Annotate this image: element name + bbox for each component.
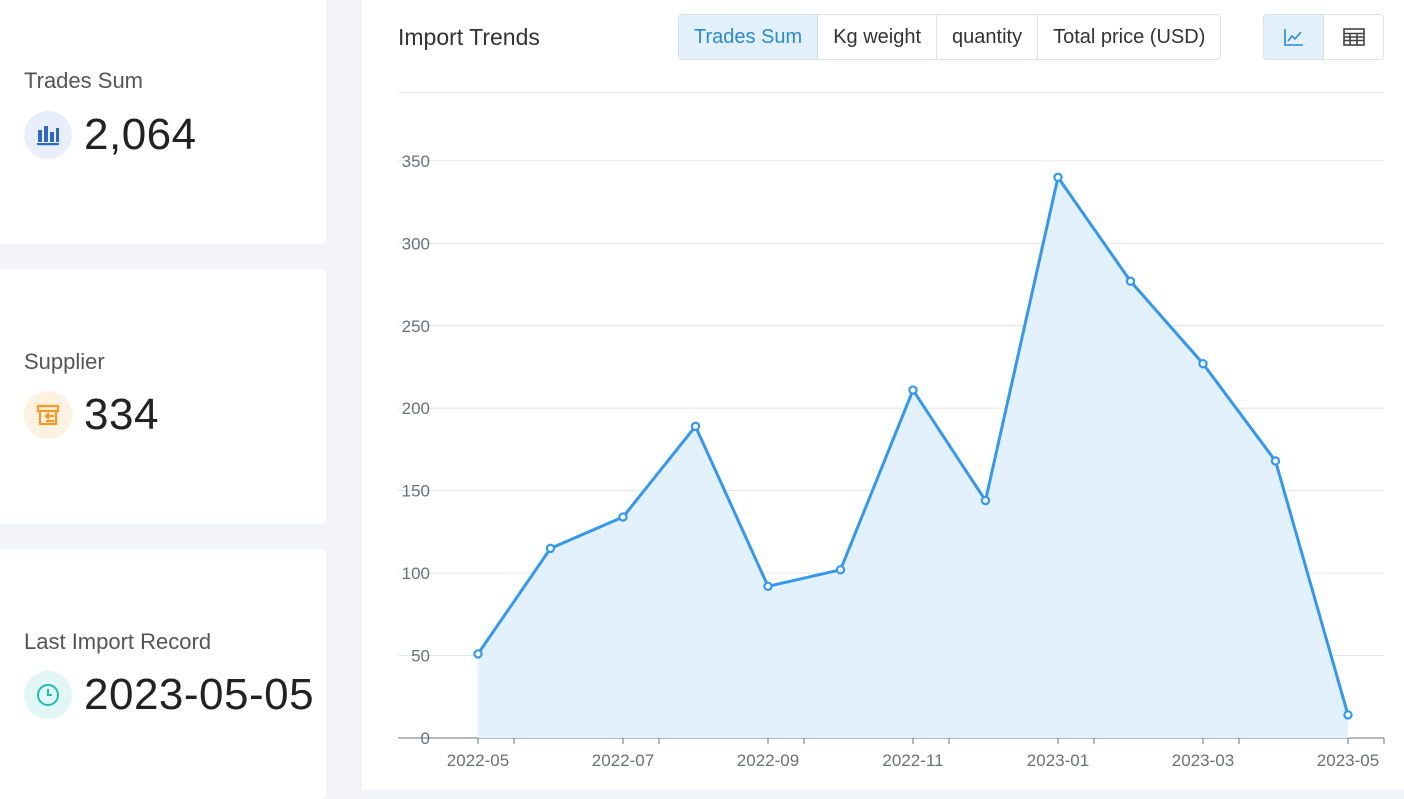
x-tick-label: 2022-09 bbox=[737, 751, 799, 770]
data-point[interactable] bbox=[980, 495, 991, 506]
data-point[interactable] bbox=[1125, 276, 1136, 286]
x-tick-label: 2023-05 bbox=[1317, 751, 1379, 770]
supplier-row: 334 bbox=[24, 390, 159, 440]
x-tick-label: 2022-05 bbox=[447, 751, 509, 770]
x-tick-label: 2022-11 bbox=[882, 751, 943, 770]
tab-trades-sum[interactable]: Trades Sum bbox=[679, 15, 818, 59]
trades-sum-label: Trades Sum bbox=[24, 68, 144, 93]
data-point[interactable] bbox=[690, 421, 701, 432]
chart-title: Import Trends bbox=[398, 24, 540, 50]
supplier-store-icon bbox=[24, 391, 72, 439]
x-tick-label: 2023-01 bbox=[1027, 751, 1089, 770]
y-tick-label: 150 bbox=[402, 482, 430, 501]
last-import-label: Last Import Record bbox=[24, 629, 212, 654]
last-import-card: Last Import Record 2023-05-05 bbox=[0, 549, 326, 799]
data-point[interactable] bbox=[1198, 358, 1208, 369]
data-point[interactable] bbox=[908, 385, 918, 395]
line-chart-view-button[interactable] bbox=[1264, 15, 1323, 59]
table-icon bbox=[1342, 28, 1365, 46]
data-point[interactable] bbox=[835, 565, 846, 575]
data-point[interactable] bbox=[1053, 172, 1063, 183]
data-point[interactable] bbox=[473, 649, 483, 659]
trades-sum-value: 2,064 bbox=[84, 110, 197, 159]
x-tick-label: 2023-03 bbox=[1172, 751, 1234, 770]
supplier-value: 334 bbox=[84, 390, 159, 439]
supplier-label: Supplier bbox=[24, 349, 105, 374]
last-import-value: 2023-05-05 bbox=[84, 670, 315, 719]
y-tick-label: 200 bbox=[402, 399, 430, 418]
y-tick-label: 300 bbox=[402, 234, 430, 253]
area-fill bbox=[478, 177, 1348, 739]
line-chart-icon bbox=[1283, 29, 1303, 46]
last-import-row: 2023-05-05 bbox=[24, 670, 314, 720]
y-tick-label: 50 bbox=[411, 647, 430, 666]
data-point[interactable] bbox=[763, 581, 773, 591]
y-tick-label: 250 bbox=[402, 317, 430, 336]
supplier-card: Supplier 334 bbox=[0, 269, 326, 524]
table-view-button[interactable] bbox=[1323, 15, 1383, 59]
data-point[interactable] bbox=[545, 543, 556, 554]
tab-total-price[interactable]: Total price (USD) bbox=[1037, 15, 1221, 59]
bar-chart-icon bbox=[24, 111, 72, 159]
clock-icon bbox=[24, 671, 72, 719]
tab-kg-weight[interactable]: Kg weight bbox=[817, 15, 937, 59]
import-trends-panel: Import Trends Trades Sum Kg weight quant… bbox=[362, 0, 1404, 790]
header-divider bbox=[398, 92, 1384, 93]
y-tick-label: 100 bbox=[402, 564, 430, 583]
trades-sum-card: Trades Sum 2,064 bbox=[0, 0, 326, 244]
data-point[interactable] bbox=[1270, 456, 1281, 466]
y-tick-label: 350 bbox=[402, 152, 430, 171]
tab-quantity[interactable]: quantity bbox=[936, 15, 1038, 59]
trades-sum-row: 2,064 bbox=[24, 110, 197, 160]
data-point[interactable] bbox=[618, 512, 628, 522]
x-tick-label: 2022-07 bbox=[592, 751, 654, 770]
view-toggle bbox=[1263, 14, 1384, 60]
metric-tabs: Trades Sum Kg weight quantity Total pric… bbox=[678, 14, 1222, 60]
data-point[interactable] bbox=[1343, 710, 1353, 720]
